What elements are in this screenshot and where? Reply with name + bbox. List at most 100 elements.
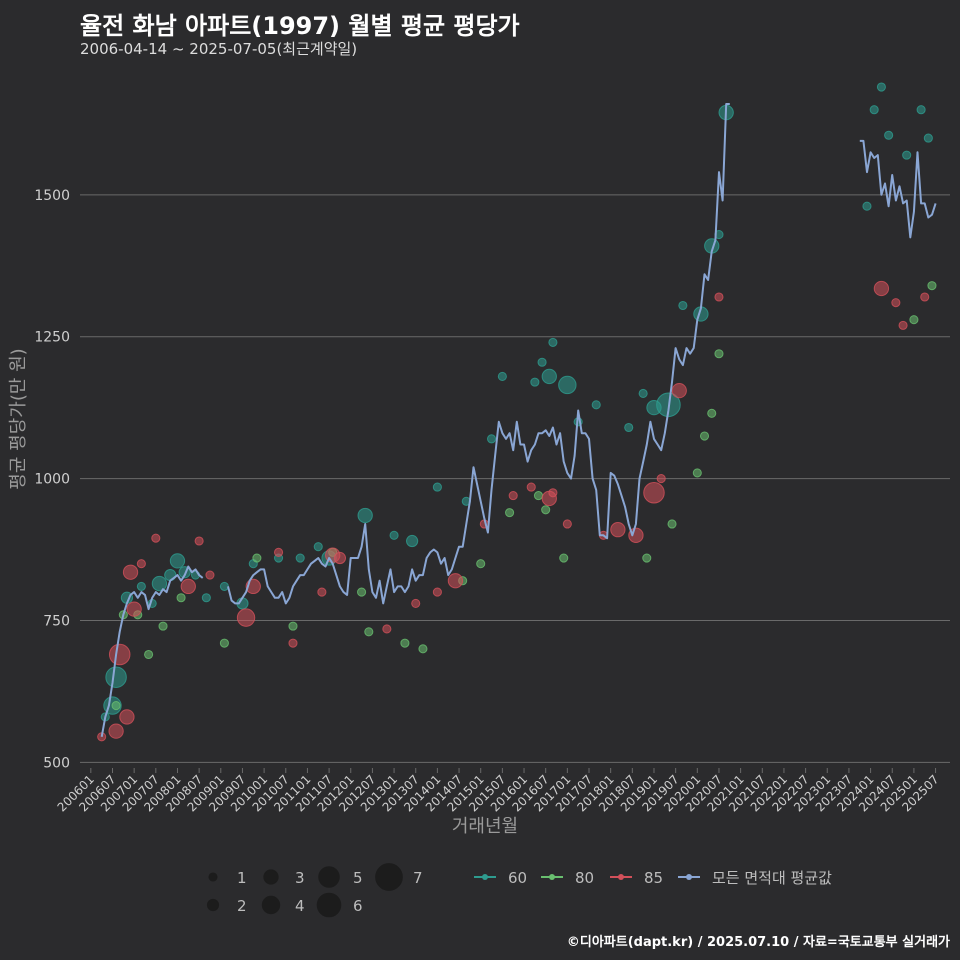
bubble-point-85 — [526, 482, 536, 492]
bubble-point-60 — [923, 133, 933, 143]
legend-size-label: 3 — [295, 869, 305, 887]
legend-size-swatch — [206, 898, 220, 912]
bubble-point-80 — [541, 505, 551, 515]
bubble-point-80 — [144, 649, 154, 660]
bubble-point-80 — [667, 519, 677, 529]
bubble-point-60 — [624, 422, 634, 433]
legend-series-dot — [482, 874, 488, 880]
legend-series-label: 모든 면적대 평균값 — [712, 869, 832, 887]
bubble-point-60 — [219, 581, 229, 591]
bubble-point-60 — [169, 553, 186, 569]
bubble-point-60 — [902, 150, 912, 160]
bubble-point-80 — [288, 621, 298, 631]
bubble-point-60 — [591, 400, 601, 410]
bubble-point-60 — [541, 368, 557, 385]
bubble-point-60 — [678, 300, 688, 311]
x-axis-label: 거래년월 — [452, 816, 518, 837]
bubble-point-80 — [364, 627, 374, 637]
bubble-point-60 — [537, 357, 547, 367]
bubble-point-60 — [151, 575, 168, 592]
bubble-point-85 — [126, 601, 142, 617]
average-line-segment — [227, 103, 730, 605]
bubble-point-80 — [476, 559, 486, 569]
legend-series-label: 60 — [508, 869, 527, 887]
chart-subtitle: 2006-04-14 ~ 2025-07-05(최근계약일) — [80, 40, 358, 58]
bubble-point-80 — [642, 553, 652, 563]
bubble-point-80 — [699, 431, 710, 441]
y-tick-label: 500 — [43, 755, 70, 771]
bubble-point-80 — [559, 553, 569, 563]
bubble-point-60 — [548, 337, 558, 347]
legend-series-dot — [686, 874, 692, 880]
bubble-point-60 — [558, 375, 577, 395]
bubble-point-80 — [252, 553, 262, 563]
bubble-point-80 — [714, 349, 724, 359]
bubble-point-85 — [610, 522, 626, 538]
bubble-point-80 — [357, 587, 367, 597]
bubble-point-85 — [151, 533, 161, 543]
average-line-segment — [100, 565, 204, 737]
legend-size-label: 5 — [353, 869, 363, 887]
bubble-point-60 — [201, 593, 211, 603]
bubble-point-85 — [714, 292, 724, 302]
legend-series-dot — [549, 874, 555, 880]
bubble-point-85 — [194, 536, 204, 546]
bubble-point-80 — [909, 315, 919, 325]
bubble-point-80 — [533, 491, 544, 501]
bubble-point-85 — [411, 598, 421, 608]
bubble-point-85 — [273, 547, 284, 557]
bubble-point-80 — [219, 638, 229, 648]
bubble-point-85 — [108, 643, 131, 666]
legend-series-dot — [618, 874, 624, 880]
bubble-point-60 — [638, 388, 648, 399]
bubble-point-60 — [389, 530, 399, 540]
bubble-point-85 — [548, 488, 558, 498]
bubble-point-85 — [656, 474, 666, 484]
bubble-point-85 — [562, 519, 572, 529]
bubble-point-60 — [295, 553, 305, 563]
bubble-point-85 — [891, 298, 901, 308]
legend-series-label: 80 — [575, 869, 594, 887]
bubble-point-85 — [205, 570, 215, 580]
legend-size-swatch — [316, 892, 342, 918]
bubble-point-60 — [164, 568, 177, 582]
chart-title: 율전 화남 아파트(1997) 월별 평균 평당가 — [80, 12, 520, 40]
source-credit: ©디아파트(dapt.kr) / 2025.07.10 / 자료=국토교통부 실… — [566, 935, 950, 950]
legend-series-label: 85 — [644, 869, 663, 887]
legend-size-swatch — [318, 866, 340, 888]
bubble-point-85 — [108, 723, 124, 739]
y-tick-label: 1500 — [34, 188, 70, 204]
bubble-point-85 — [898, 320, 908, 330]
legend-size-label: 7 — [413, 869, 423, 887]
legend-size-label: 2 — [237, 897, 247, 915]
bubble-point-60 — [432, 482, 442, 492]
legend-size-swatch — [263, 869, 279, 885]
bubble-point-60 — [497, 371, 507, 381]
bubble-point-85 — [643, 482, 665, 504]
bubble-point-85 — [432, 587, 442, 597]
y-tick-label: 1000 — [34, 472, 70, 488]
y-tick-label: 750 — [43, 613, 70, 629]
bubble-point-60 — [486, 434, 497, 444]
y-tick-label: 1250 — [34, 330, 70, 346]
bubble-point-80 — [707, 408, 717, 418]
legend-size-swatch — [375, 863, 403, 891]
bubble-point-80 — [111, 701, 121, 711]
bubble-point-85 — [180, 578, 196, 595]
bubble-point-60 — [876, 82, 886, 92]
bubble-point-85 — [671, 382, 687, 399]
bubble-point-85 — [136, 559, 146, 569]
legend-size-label: 4 — [295, 897, 305, 915]
bubble-point-80 — [927, 281, 937, 291]
bubble-point-80 — [505, 508, 515, 518]
bubble-point-80 — [400, 638, 410, 648]
bubble-point-80 — [692, 468, 702, 478]
bubble-point-60 — [313, 542, 323, 552]
bubble-point-60 — [916, 105, 926, 115]
bubble-point-85 — [122, 564, 139, 580]
bubble-point-85 — [873, 280, 890, 297]
bubble-point-85 — [288, 638, 298, 648]
legend-size-label: 1 — [237, 869, 247, 887]
y-axis-label: 평균 평당가(만 원) — [8, 348, 29, 489]
